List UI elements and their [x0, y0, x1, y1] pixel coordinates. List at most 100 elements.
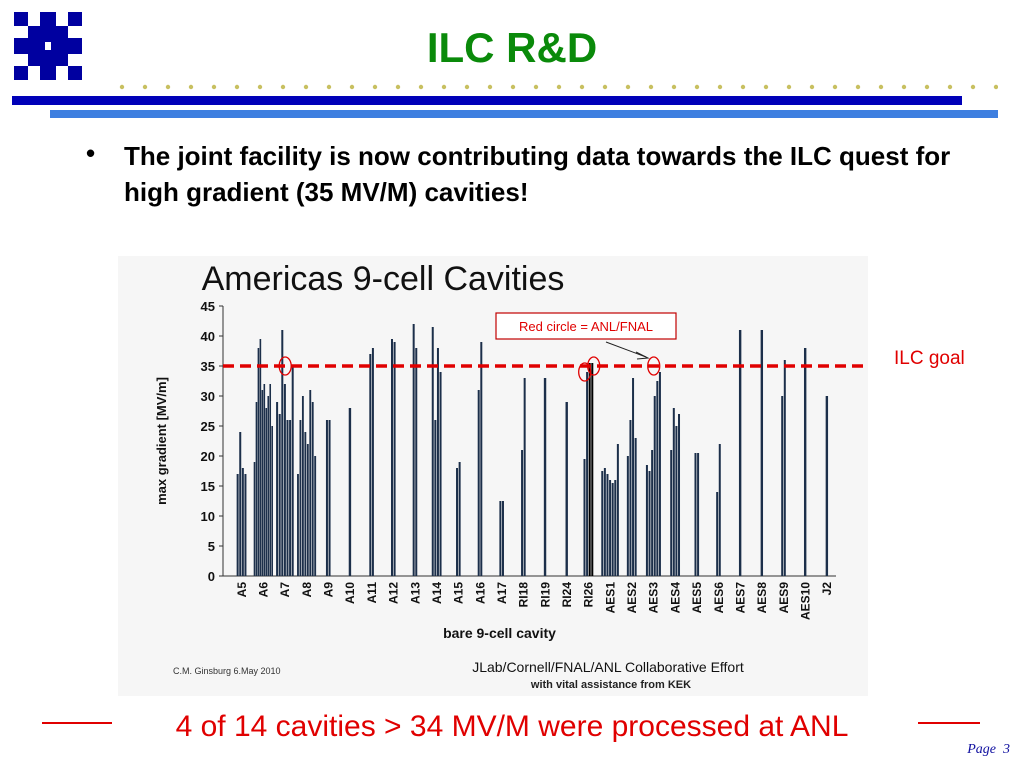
cavity-gradient-chart: Americas 9-cell Cavities 0 5 10 15 20 25 30 35 40…	[118, 256, 868, 696]
bar-aes3-5	[656, 381, 659, 576]
bar-aes9-1	[781, 396, 784, 576]
bar-a8-1	[297, 474, 299, 576]
y-tick-label: 5	[208, 539, 215, 554]
bar-a9-1	[325, 420, 328, 576]
bar-aes3-4	[653, 396, 656, 576]
bar-a8-4	[304, 432, 307, 576]
bar-aes2-3	[632, 378, 635, 576]
x-tick-label-a5: A5	[235, 582, 249, 598]
x-tick-label-a10: A10	[343, 582, 357, 604]
bar-a6-10	[271, 426, 273, 576]
x-tick-label-a11: A11	[365, 582, 379, 604]
bar-aes8-1	[760, 330, 764, 576]
bar-a7-4	[283, 384, 286, 576]
bar-ri26-3	[588, 363, 591, 576]
bar-aes6-2	[718, 444, 721, 576]
bar-a11-2	[371, 348, 374, 576]
bar-a5-3	[241, 468, 244, 576]
bar-a16-1	[477, 390, 480, 576]
bar-ri24-1	[565, 402, 568, 576]
x-tick-label-j2: J2	[820, 582, 834, 596]
legend-arrow	[605, 341, 647, 358]
bullet-icon: •	[86, 138, 96, 168]
x-axis-label: bare 9-cell cavity	[443, 625, 556, 641]
anl-fnal-circle-aes3	[647, 356, 661, 376]
x-tick-label-aes1: AES1	[603, 582, 617, 614]
bar-a14-2	[434, 420, 437, 576]
bar-a9-2	[328, 420, 331, 576]
bar-a17-2	[501, 501, 504, 576]
bar-aes1-4	[609, 480, 612, 576]
legend-text: Red circle = ANL/FNAL	[519, 319, 653, 334]
bar-a8-6	[309, 390, 312, 576]
y-tick-label: 10	[201, 509, 215, 524]
bar-a6-9	[269, 384, 272, 576]
bar-a7-7	[291, 366, 294, 576]
x-tick-label-aes3: AES3	[647, 582, 661, 614]
bar-aes5-2	[697, 453, 700, 576]
anl-fnal-circle-ri26	[578, 362, 592, 382]
bar-a15-2	[458, 462, 461, 576]
x-tick-label-aes7: AES7	[733, 582, 747, 614]
x-tick-label-ri26: RI26	[582, 582, 596, 608]
bar-ri26-1	[583, 459, 586, 576]
x-tick-label-ri24: RI24	[560, 582, 574, 608]
x-tick-label-a17: A17	[495, 582, 509, 604]
chart-title: Americas 9-cell Cavities	[202, 260, 565, 298]
bar-aes5-1	[694, 453, 697, 576]
bar-aes1-7	[616, 444, 619, 576]
bottom-note: 4 of 14 cavities > 34 MV/M were processe…	[175, 710, 849, 743]
bar-a10-1	[348, 408, 352, 576]
bar-a12-2	[393, 342, 396, 576]
bar-a17-1	[499, 501, 502, 576]
x-tick-label-a8: A8	[300, 582, 314, 598]
y-tick-label: 15	[201, 479, 215, 494]
bar-a6-5	[261, 390, 264, 576]
bar-a7-1	[276, 402, 279, 576]
title-underline-dark	[12, 96, 962, 105]
bar-aes3-6	[658, 372, 661, 576]
y-tick-label: 0	[208, 569, 215, 584]
bar-aes1-1	[601, 471, 604, 576]
bar-a14-1	[431, 327, 434, 576]
bar-a16-2	[480, 342, 483, 576]
bar-a12-1	[390, 339, 393, 576]
dotted-rule	[119, 84, 998, 90]
x-tick-label-aes9: AES9	[777, 582, 791, 614]
bar-a5-4	[244, 474, 247, 576]
bar-a8-7	[311, 402, 314, 576]
bar-a6-6	[263, 384, 266, 576]
bar-a14-4	[439, 372, 442, 576]
x-tick-label-aes2: AES2	[625, 582, 639, 614]
legend-box	[495, 312, 677, 340]
fermilab-logo-icon	[14, 12, 82, 80]
bar-a13-1	[412, 324, 415, 576]
bar-ri26-2	[586, 372, 589, 576]
bar-aes3-2	[648, 471, 651, 576]
y-tick-label: 30	[201, 389, 215, 404]
bar-a5-1	[236, 474, 239, 576]
anl-fnal-circle-a7	[278, 356, 292, 376]
y-tick-label: 40	[201, 329, 215, 344]
bar-a6-7	[265, 408, 268, 576]
title-underline-light	[50, 110, 998, 118]
bar-a8-5	[306, 444, 309, 576]
bar-a6-1	[253, 462, 256, 576]
bar-a13-2	[415, 348, 418, 576]
legend-arrow-head	[635, 351, 650, 360]
x-tick-label-ri18: RI18	[517, 582, 531, 608]
bar-ri18-1	[521, 450, 524, 576]
x-tick-label-a16: A16	[473, 582, 487, 604]
x-tick-label-a9: A9	[322, 582, 336, 598]
bar-a7-3	[281, 330, 284, 576]
bar-a6-3	[257, 348, 260, 576]
x-tick-label-aes5: AES5	[690, 582, 704, 614]
y-axis-label: max gradient [MV/m]	[154, 377, 169, 505]
bar-a6-2	[255, 402, 258, 576]
x-tick-label-aes6: AES6	[712, 582, 726, 614]
x-tick-label-ri19: RI19	[538, 582, 552, 608]
bar-a15-1	[456, 468, 459, 576]
bar-aes1-5	[611, 483, 614, 576]
bar-aes4-4	[678, 414, 681, 576]
bar-aes7-1	[738, 330, 742, 576]
